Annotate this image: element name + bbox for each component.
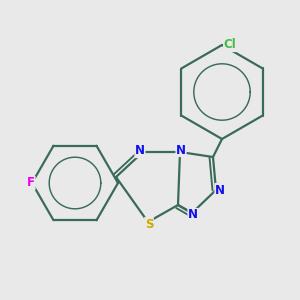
Text: Cl: Cl — [224, 38, 236, 52]
Text: S: S — [145, 218, 153, 230]
Text: N: N — [135, 145, 145, 158]
Text: N: N — [188, 208, 198, 221]
Text: N: N — [176, 143, 186, 157]
Text: N: N — [215, 184, 225, 196]
Text: F: F — [27, 176, 35, 190]
